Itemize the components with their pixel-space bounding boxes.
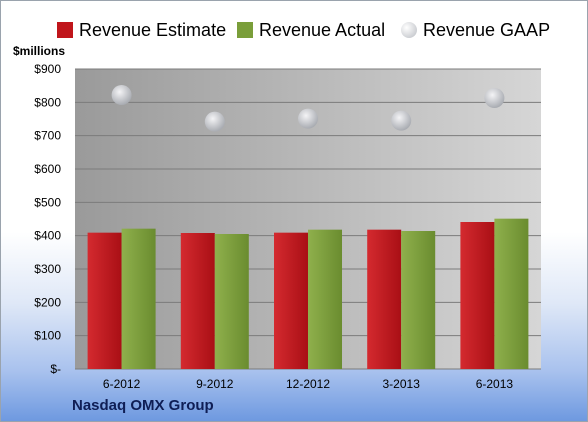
legend-swatch-revenue-gaap (401, 22, 417, 38)
legend-item-revenue-actual: Revenue Actual (237, 17, 385, 43)
company-label: Nasdaq OMX Group (72, 397, 214, 414)
point-revenue-gaap (484, 88, 505, 108)
legend-swatch-revenue-estimate (57, 22, 73, 38)
legend-item-revenue-estimate: Revenue Estimate (57, 17, 226, 43)
bar-revenue-actual (401, 231, 436, 369)
bar-revenue-actual (308, 229, 342, 369)
y-axis-unit-label: $millions (13, 44, 66, 58)
y-tick-label: $500 (34, 195, 61, 209)
y-axis-ticks: $- $100 $200 $300 $400 $500 $600 $700 $800 $900 (34, 62, 61, 376)
bars (87, 218, 529, 369)
y-tick-label: $700 (34, 129, 61, 143)
x-tick-label: 3-2013 (383, 377, 421, 391)
legend-label-revenue-actual: Revenue Actual (259, 19, 386, 40)
bar-revenue-estimate (367, 229, 402, 369)
y-tick-label: $900 (34, 62, 61, 76)
bar-revenue-estimate (87, 232, 122, 369)
bar-revenue-actual (494, 218, 529, 369)
y-tick-label: $600 (34, 162, 61, 176)
x-tick-label: 9-2012 (196, 377, 234, 391)
y-tick-label: $300 (34, 262, 61, 276)
legend-label-revenue-estimate: Revenue Estimate (79, 19, 227, 40)
x-tick-label: 12-2012 (286, 377, 330, 391)
bar-revenue-estimate (460, 222, 495, 369)
bar-revenue-actual (121, 228, 156, 369)
x-axis-ticks: 6-2012 9-2012 12-2012 3-2013 6-2013 (103, 377, 513, 391)
y-tick-label: $400 (34, 229, 61, 243)
legend-item-revenue-gaap: Revenue GAAP (401, 17, 550, 43)
y-tick-label: $800 (34, 95, 61, 109)
gaap-points (111, 85, 505, 132)
bar-revenue-estimate (180, 233, 215, 369)
legend-swatch-revenue-actual (237, 22, 253, 38)
point-revenue-gaap (111, 85, 132, 105)
y-tick-label: $100 (34, 329, 61, 343)
point-revenue-gaap (298, 108, 318, 129)
bar-revenue-estimate (274, 232, 308, 369)
legend-label-revenue-gaap: Revenue GAAP (423, 19, 551, 40)
point-revenue-gaap (391, 110, 412, 131)
bar-revenue-actual (214, 234, 249, 369)
legend: Revenue Estimate Revenue Actual Revenue … (1, 17, 587, 43)
x-tick-label: 6-2012 (103, 377, 141, 391)
point-revenue-gaap (204, 111, 225, 132)
y-tick-label: $200 (34, 295, 61, 309)
x-tick-label: 6-2013 (476, 377, 514, 391)
y-tick-label: $- (50, 362, 61, 376)
